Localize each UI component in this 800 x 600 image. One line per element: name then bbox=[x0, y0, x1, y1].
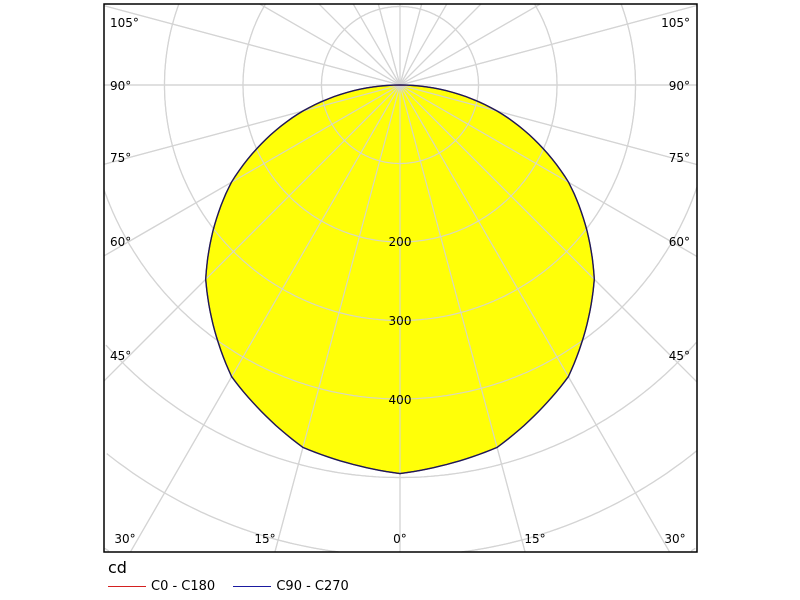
grid-circle bbox=[104, 547, 110, 552]
grid-spoke bbox=[399, 4, 698, 86]
grid-spoke bbox=[399, 84, 698, 258]
grid-spoke bbox=[399, 84, 671, 553]
grid-circle bbox=[103, 189, 400, 400]
radial-tick-label: 300 bbox=[389, 314, 412, 328]
radial-tick-label: 200 bbox=[389, 235, 412, 249]
grid-spoke bbox=[399, 3, 482, 86]
angle-tick-label-right: 90° bbox=[669, 79, 690, 93]
radial-tick-label: 400 bbox=[389, 393, 412, 407]
grid-spoke bbox=[377, 3, 401, 86]
grid-spoke bbox=[318, 3, 401, 86]
angle-tick-label-bottom: 30° bbox=[114, 532, 135, 546]
legend-swatch-blue bbox=[233, 586, 272, 587]
grid-spoke bbox=[103, 5, 401, 86]
grid-circle bbox=[105, 344, 400, 479]
angle-tick-label-left: 75° bbox=[110, 151, 131, 165]
angle-tick-label-left: 105° bbox=[110, 16, 139, 30]
grid-spoke bbox=[399, 3, 541, 86]
grid-spoke bbox=[103, 84, 401, 257]
angle-tick-label-right: 60° bbox=[669, 235, 690, 249]
angle-tick-label-left: 90° bbox=[110, 79, 131, 93]
grid-circle bbox=[163, 4, 400, 322]
polar-intensity-chart: 200 300 400 105° 105° 90° 90° 75° 75° 60° 60° 45° 45… bbox=[103, 3, 698, 553]
angle-tick-label-bottom: 30° bbox=[664, 532, 685, 546]
grid-circle bbox=[106, 453, 339, 553]
grid-circle bbox=[400, 4, 637, 322]
plot-area bbox=[103, 3, 698, 553]
grid-circle bbox=[320, 5, 480, 165]
grid-overlay bbox=[103, 3, 698, 553]
grid-circle bbox=[690, 547, 696, 552]
grid-circle bbox=[400, 342, 697, 479]
angle-tick-label-left: 60° bbox=[110, 235, 131, 249]
angle-tick-label-right: 75° bbox=[669, 151, 690, 165]
series-c90-c270 bbox=[204, 84, 596, 475]
grid-spoke bbox=[274, 84, 401, 553]
angle-tick-label-left: 45° bbox=[110, 349, 131, 363]
grid-spoke bbox=[399, 3, 423, 86]
grid-spoke bbox=[399, 84, 698, 383]
plot-frame bbox=[103, 3, 698, 553]
angle-tick-label-bottom: 15° bbox=[524, 532, 545, 546]
unit-label: cd bbox=[108, 558, 127, 577]
grid-spoke bbox=[103, 84, 401, 382]
grid-circle bbox=[242, 3, 400, 243]
angle-tick-label-bottom: 15° bbox=[254, 532, 275, 546]
grid-circle bbox=[400, 3, 558, 243]
legend-swatch-red bbox=[108, 586, 146, 587]
grid-circle bbox=[106, 453, 339, 553]
legend-label: C90 - C270 bbox=[276, 578, 349, 594]
grid-spoke bbox=[103, 84, 401, 165]
legend-item-c0-c180: C0 - C180 bbox=[108, 579, 215, 595]
grid-spoke bbox=[259, 3, 401, 86]
legend: cd C0 - C180 C90 - C270 bbox=[108, 560, 363, 595]
grid-circle bbox=[461, 450, 697, 553]
grid-spoke bbox=[399, 84, 526, 553]
legend-item-c90-c270: C90 - C270 bbox=[233, 578, 349, 595]
legend-label: C0 - C180 bbox=[151, 578, 216, 594]
angle-tick-label-bottom: 0° bbox=[393, 532, 407, 546]
grid-spoke bbox=[399, 84, 698, 166]
angle-tick-label-right: 105° bbox=[661, 16, 690, 30]
angle-tick-label-right: 45° bbox=[669, 349, 690, 363]
grid-spoke bbox=[129, 84, 401, 553]
